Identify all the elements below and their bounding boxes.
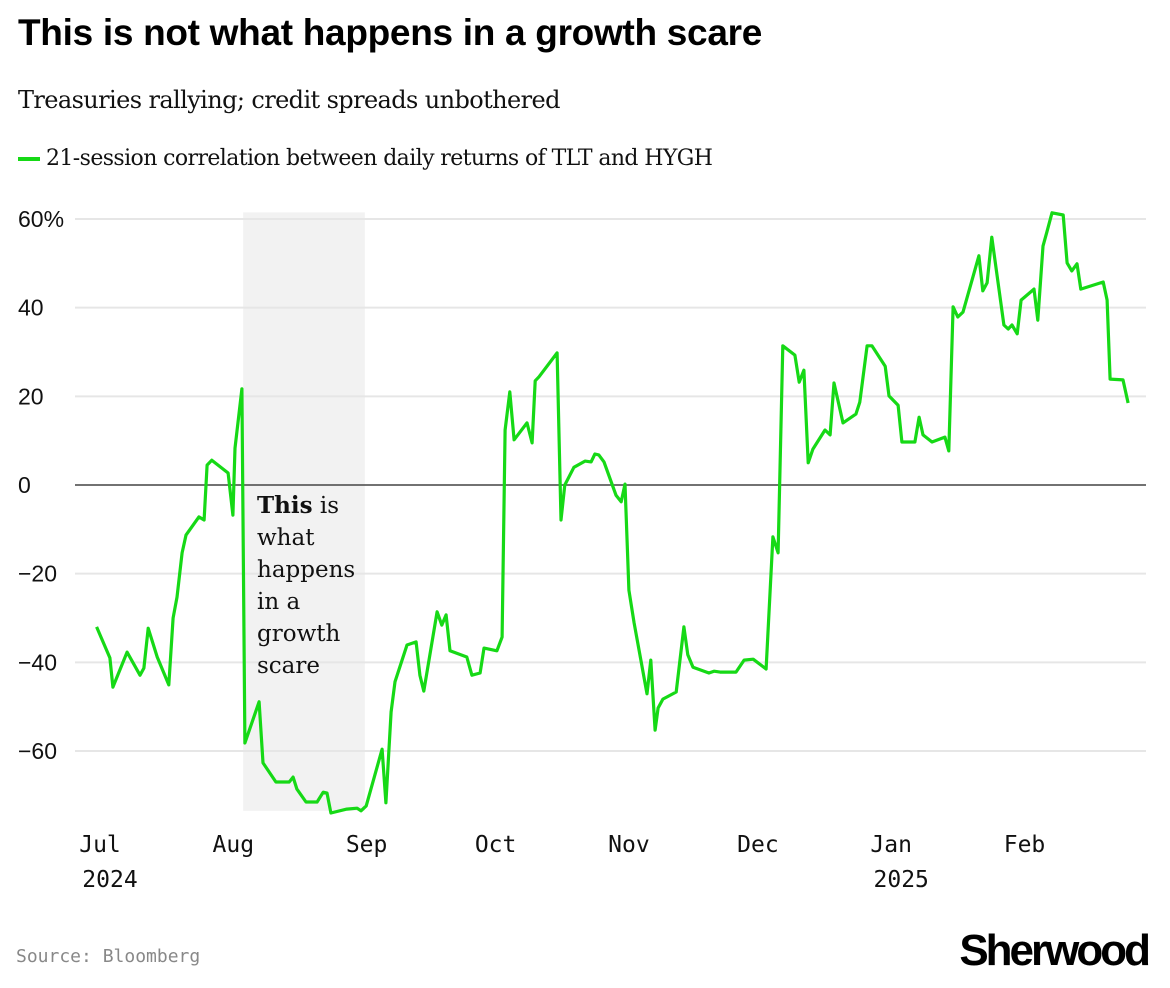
legend: 21-session correlation between daily ret… bbox=[18, 146, 713, 171]
x-tick-year-label: 2025 bbox=[874, 867, 929, 893]
y-tick-label: −20 bbox=[18, 561, 57, 587]
chart-subtitle: Treasuries rallying; credit spreads unbo… bbox=[18, 86, 560, 114]
x-tick-label: Jul bbox=[79, 832, 121, 858]
annotation-line: growth bbox=[257, 621, 340, 647]
annotation-line: This is bbox=[257, 492, 339, 519]
chart-title: This is not what happens in a growth sca… bbox=[18, 12, 762, 53]
annotation-line: scare bbox=[257, 653, 320, 679]
x-tick-label: Sep bbox=[346, 832, 388, 858]
source-note: Source: Bloomberg bbox=[16, 946, 201, 967]
y-tick-label: −60 bbox=[18, 738, 57, 764]
series-line-tlt-hygh-correlation bbox=[95, 211, 1130, 815]
annotation-line: happens bbox=[257, 557, 355, 583]
x-tick-label: Feb bbox=[1004, 832, 1046, 858]
annotation-bold: This bbox=[257, 492, 313, 519]
y-tick-label: −40 bbox=[18, 649, 57, 675]
annotation-line: what bbox=[257, 525, 315, 551]
annotation-rest: is bbox=[313, 493, 339, 519]
y-tick-label: 40 bbox=[18, 295, 44, 321]
x-tick-label: Jan bbox=[870, 832, 912, 858]
x-tick-label: Nov bbox=[608, 832, 650, 858]
growth-scare-shaded-region bbox=[243, 212, 365, 811]
legend-label: 21-session correlation between daily ret… bbox=[46, 146, 713, 171]
x-tick-label: Oct bbox=[475, 832, 517, 858]
sherwood-logo: Sherwood bbox=[959, 926, 1151, 975]
y-tick-label: 20 bbox=[18, 383, 44, 409]
y-tick-label: 60% bbox=[18, 206, 64, 232]
legend-swatch bbox=[18, 156, 40, 161]
x-tick-label: Dec bbox=[737, 832, 779, 858]
annotation-line: in a bbox=[257, 589, 300, 615]
x-tick-label: Aug bbox=[213, 832, 255, 858]
x-tick-year-label: 2024 bbox=[82, 867, 137, 893]
y-tick-label: 0 bbox=[18, 472, 31, 498]
